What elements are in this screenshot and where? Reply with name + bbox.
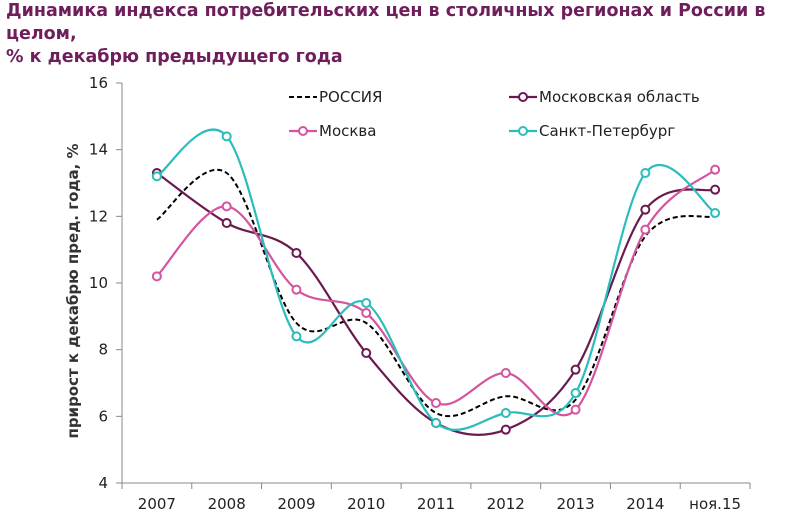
y-tick-label: 14 — [89, 141, 108, 159]
series-3-point — [151, 171, 162, 182]
chart-legend: РОССИЯ Московская область Москва Санкт-Пете… — [289, 88, 700, 140]
series-1-point — [500, 424, 511, 435]
series-3-point — [640, 168, 651, 178]
series-2-point — [221, 201, 232, 212]
series-1-point — [570, 364, 581, 375]
y-axis-label: прирост к декабрю пред. года, % — [64, 143, 82, 438]
legend-item: РОССИЯ — [289, 88, 382, 106]
legend-swatch-marker — [518, 92, 528, 102]
series-2-point — [291, 284, 302, 295]
x-tick-label: 2007 — [138, 495, 176, 513]
legend-item: Москва — [289, 122, 376, 140]
chart-title-line-1: Динамика индекса потребительских цен в с… — [6, 1, 766, 44]
series-1-point — [640, 204, 651, 215]
series-2-point — [151, 271, 162, 282]
series-2-point — [710, 164, 721, 175]
chart-title-line-2: % к декабрю предыдущего года — [6, 47, 343, 67]
x-tick-label: 2014 — [626, 495, 664, 513]
series-1-point — [221, 218, 232, 228]
series-3-point — [500, 408, 511, 418]
legend-swatch-marker — [298, 126, 308, 136]
x-tick-label: 2008 — [208, 495, 246, 513]
legend-item: Санкт-Петербург — [509, 122, 675, 140]
series-1-line — [156, 172, 716, 436]
legend-label: Москва — [319, 122, 376, 140]
series-1-point — [291, 248, 302, 258]
y-tick-label: 16 — [89, 74, 108, 92]
chart-title: Динамика индекса потребительских цен в с… — [6, 0, 796, 69]
series-1-point — [710, 184, 721, 195]
series-2-point — [361, 308, 372, 318]
series-2-point — [500, 368, 511, 378]
x-tick-label: 2011 — [417, 495, 455, 513]
chart-series — [151, 128, 721, 436]
x-tick-label: ноя.15 — [689, 495, 741, 513]
x-tick-label: 2010 — [347, 495, 385, 513]
series-3-point — [431, 418, 441, 428]
series-1-point — [361, 348, 372, 358]
x-tick-label: 2009 — [277, 495, 315, 513]
series-2-point — [640, 224, 651, 235]
x-tick-label: 2013 — [556, 495, 594, 513]
series-3-point — [361, 298, 372, 308]
legend-swatch-marker — [518, 126, 528, 136]
series-2-point — [570, 404, 581, 415]
series-3-point — [570, 388, 581, 398]
y-tick-label: 10 — [89, 274, 108, 292]
y-tick-label: 8 — [98, 341, 108, 359]
legend-label: РОССИЯ — [319, 88, 382, 106]
series-3-line — [156, 128, 716, 431]
legend-item: Московская область — [509, 88, 700, 106]
y-tick-label: 12 — [89, 207, 108, 225]
chart-axes: 4 6 8 10 12 14 16 2007 2008 2009 2010 2011 2012 2013 2… — [64, 74, 751, 513]
series-3-point — [221, 131, 232, 142]
series-2-point — [431, 398, 441, 408]
x-tick-label: 2012 — [487, 495, 525, 513]
legend-label: Московская область — [539, 88, 700, 106]
legend-label: Санкт-Петербург — [539, 122, 675, 140]
y-tick-label: 6 — [98, 407, 108, 425]
series-3-point — [291, 331, 302, 342]
series-3-point — [710, 208, 721, 218]
y-tick-label: 4 — [98, 474, 108, 492]
